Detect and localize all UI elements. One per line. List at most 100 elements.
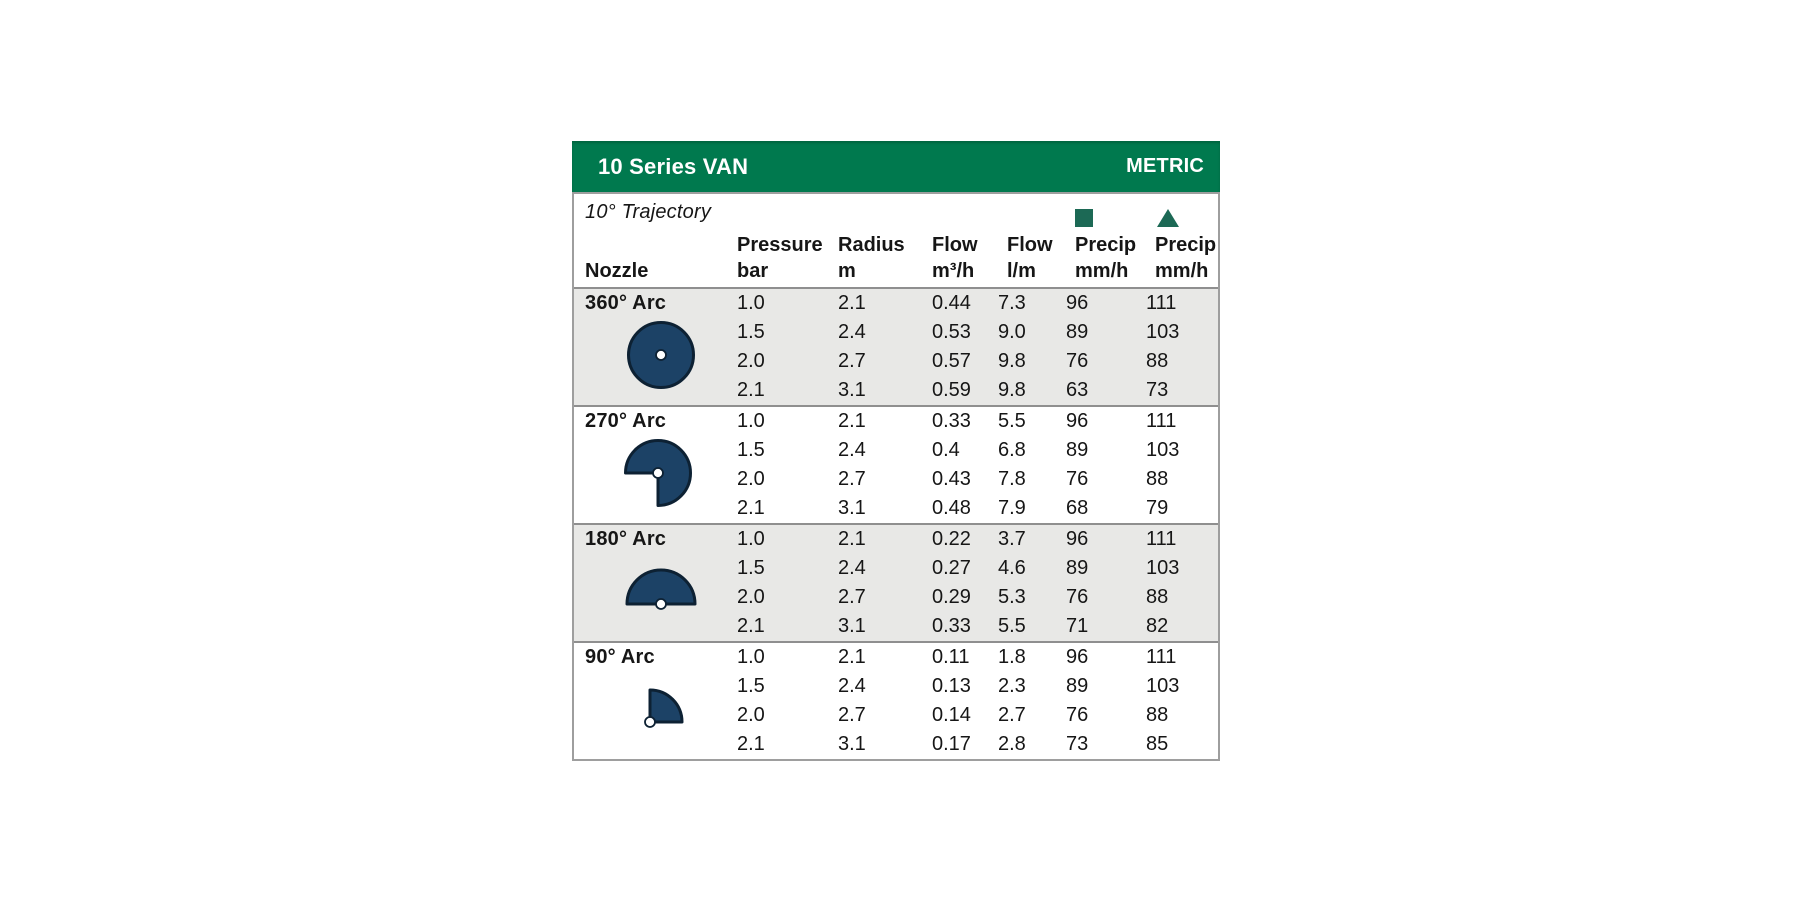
table-groups: 360° Arc 1.0 2.1 0.44 7.3 96 111 1.5 2.4… [574, 289, 1218, 759]
radius-value: 3.1 [838, 497, 866, 519]
radius-value: 2.1 [838, 292, 866, 314]
spec-row: 360° Arc 1.0 2.1 0.44 7.3 96 111 [574, 289, 1218, 318]
flow-lm-value: 7.8 [998, 468, 1026, 490]
square-legend-icon [1075, 209, 1093, 227]
table-header-bar: 10 Series VAN METRIC [572, 141, 1220, 192]
radius-value: 2.4 [838, 321, 866, 343]
flow-m3h-value: 0.44 [932, 292, 971, 314]
flow-lm-value: 7.9 [998, 497, 1026, 519]
precip-square-value: 63 [1066, 379, 1089, 401]
column-header-nozzle: Nozzle [585, 260, 649, 282]
product-title: 10 Series VAN [598, 153, 749, 179]
flow-lm-value: 4.6 [998, 557, 1026, 579]
spec-row: 2.1 3.1 0.48 7.9 68 79 [574, 494, 1218, 523]
flow-m3h-value: 0.33 [932, 615, 971, 637]
arc-180-icon [623, 565, 699, 610]
arc-label: 90° Arc [585, 646, 655, 668]
flow-m3h-value: 0.29 [932, 586, 971, 608]
spec-row: 2.0 2.7 0.43 7.8 76 88 [574, 465, 1218, 494]
precip-square-value: 96 [1066, 528, 1089, 550]
precip-triangle-value: 103 [1146, 675, 1180, 697]
radius-value: 2.4 [838, 439, 866, 461]
column-header-flow-lm: Flow l/m [1007, 234, 1053, 282]
product-spec-table-card: 10 Series VAN METRIC 10° Trajectory Nozz… [572, 141, 1220, 761]
arc-label: 270° Arc [585, 410, 667, 432]
radius-value: 2.7 [838, 704, 866, 726]
precip-triangle-value: 82 [1146, 615, 1169, 637]
precip-square-value: 76 [1066, 350, 1089, 372]
radius-value: 2.1 [838, 528, 866, 550]
spec-row: 2.1 3.1 0.59 9.8 63 73 [574, 376, 1218, 405]
spec-row: 90° Arc 1.0 2.1 0.11 1.8 96 111 [574, 643, 1218, 672]
pressure-value: 2.1 [737, 733, 765, 755]
nozzle-group-arc-180: 180° Arc 1.0 2.1 0.22 3.7 96 111 1.5 2.4… [574, 523, 1218, 641]
precip-triangle-value: 88 [1146, 350, 1169, 372]
precip-square-value: 89 [1066, 439, 1089, 461]
precip-triangle-value: 111 [1146, 528, 1177, 550]
precip-triangle-value: 73 [1146, 379, 1169, 401]
precip-square-value: 89 [1066, 557, 1089, 579]
radius-value: 2.7 [838, 350, 866, 372]
pressure-value: 1.5 [737, 321, 765, 343]
spec-row: 2.0 2.7 0.57 9.8 76 88 [574, 347, 1218, 376]
pressure-value: 2.1 [737, 615, 765, 637]
precip-triangle-value: 103 [1146, 557, 1180, 579]
radius-value: 3.1 [838, 379, 866, 401]
spec-row: 2.1 3.1 0.33 5.5 71 82 [574, 612, 1218, 641]
pressure-value: 1.0 [737, 646, 765, 668]
precip-triangle-value: 103 [1146, 439, 1180, 461]
flow-lm-value: 5.5 [998, 615, 1026, 637]
precip-triangle-value: 88 [1146, 468, 1169, 490]
radius-value: 3.1 [838, 733, 866, 755]
pressure-value: 1.0 [737, 528, 765, 550]
flow-m3h-value: 0.22 [932, 528, 971, 550]
flow-m3h-value: 0.48 [932, 497, 971, 519]
pressure-value: 2.1 [737, 497, 765, 519]
flow-m3h-value: 0.53 [932, 321, 971, 343]
spec-row: 1.5 2.4 0.13 2.3 89 103 [574, 672, 1218, 701]
pressure-value: 2.0 [737, 468, 765, 490]
column-header-radius: Radius m [838, 234, 905, 282]
flow-lm-value: 2.7 [998, 704, 1026, 726]
precip-triangle-value: 85 [1146, 733, 1169, 755]
precip-square-value: 71 [1066, 615, 1089, 637]
triangle-legend-icon [1157, 209, 1179, 227]
precip-triangle-value: 88 [1146, 586, 1169, 608]
precip-triangle-value: 111 [1146, 646, 1177, 668]
column-header-precip-triangle: Precip mm/h [1146, 209, 1218, 287]
pressure-value: 1.5 [737, 557, 765, 579]
precip-square-value: 68 [1066, 497, 1089, 519]
flow-lm-value: 7.3 [998, 292, 1026, 314]
trajectory-note: 10° Trajectory [585, 201, 712, 223]
column-header-row: Nozzle Pressure bar Radius m Flow m³/h F… [585, 209, 1218, 287]
spec-row: 180° Arc 1.0 2.1 0.22 3.7 96 111 [574, 525, 1218, 554]
precip-square-value: 96 [1066, 646, 1089, 668]
arc-label: 360° Arc [585, 292, 667, 314]
metric-units-label: METRIC [1126, 155, 1204, 177]
arc-360-icon [625, 319, 697, 391]
arc-270-icon [622, 437, 694, 509]
flow-lm-value: 9.8 [998, 350, 1026, 372]
pressure-value: 1.0 [737, 410, 765, 432]
spec-row: 2.0 2.7 0.29 5.3 76 88 [574, 583, 1218, 612]
pressure-value: 2.0 [737, 704, 765, 726]
flow-lm-value: 6.8 [998, 439, 1026, 461]
spec-row: 2.0 2.7 0.14 2.7 76 88 [574, 701, 1218, 730]
flow-lm-value: 5.3 [998, 586, 1026, 608]
pressure-value: 2.0 [737, 586, 765, 608]
spec-row: 2.1 3.1 0.17 2.8 73 85 [574, 730, 1218, 759]
flow-m3h-value: 0.13 [932, 675, 971, 697]
spec-row: 270° Arc 1.0 2.1 0.33 5.5 96 111 [574, 407, 1218, 436]
radius-value: 2.1 [838, 646, 866, 668]
flow-lm-value: 9.0 [998, 321, 1026, 343]
column-header-flow-m3h: Flow m³/h [932, 234, 978, 282]
spec-row: 1.5 2.4 0.53 9.0 89 103 [574, 318, 1218, 347]
precip-square-value: 89 [1066, 675, 1089, 697]
flow-lm-value: 1.8 [998, 646, 1026, 668]
precip-square-value: 73 [1066, 733, 1089, 755]
precip-triangle-value: 88 [1146, 704, 1169, 726]
pressure-value: 1.0 [737, 292, 765, 314]
precip-square-value: 76 [1066, 586, 1089, 608]
pressure-value: 2.1 [737, 379, 765, 401]
pressure-value: 1.5 [737, 439, 765, 461]
